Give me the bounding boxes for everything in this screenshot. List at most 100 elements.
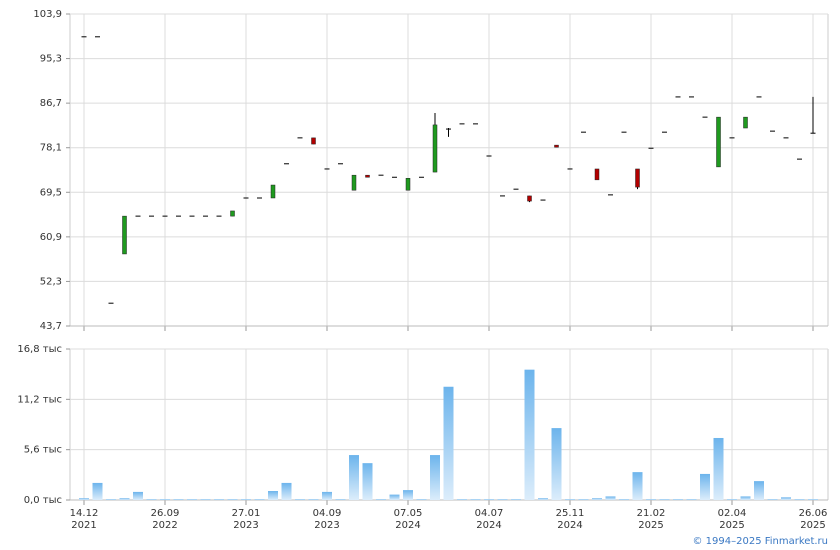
bar [754,481,764,500]
candle-body [716,116,721,168]
y-tick-label: 5,6 тыс [24,445,62,456]
x-tick-label: 04.09 [313,508,342,519]
candle-body [122,215,127,255]
bar [511,499,521,500]
bar [389,494,400,500]
x-tick-year: 2023 [314,520,339,531]
bar [119,498,130,500]
candle-body [432,124,438,173]
x-tick-year: 2025 [719,520,744,531]
candle-body [554,144,559,148]
x-tick-label: 04.07 [475,508,504,519]
bar [160,499,170,500]
bar [227,499,238,500]
x-tick-year: 2025 [638,520,663,531]
bar [497,499,508,500]
y-tick-label: 86,7 [40,98,62,109]
bar [700,473,710,500]
x-tick-year: 2024 [557,520,582,531]
x-tick-year: 2023 [233,520,258,531]
candle-body [365,174,370,178]
x-tick-label: 07.05 [394,508,423,519]
candle-body [743,116,748,129]
bar [268,491,278,500]
x-tick-year: 2025 [800,520,825,531]
candle-body [594,168,600,181]
x-tick-label: 14.12 [70,508,99,519]
bar [79,498,89,500]
bar [92,482,103,500]
bar [592,498,602,500]
bar [430,455,440,500]
bar [443,386,454,500]
bar [794,499,805,500]
bar [713,437,724,500]
candle-body [405,178,411,191]
bar [551,428,562,500]
bar [632,472,643,500]
candle-body [270,184,276,199]
bar [200,499,211,500]
bar [565,499,575,500]
y-tick-label: 103,9 [33,9,62,20]
bar [619,499,629,500]
bar [578,499,589,500]
x-tick-year: 2024 [395,520,420,531]
bar [767,499,778,500]
bar [538,498,548,500]
bar [335,499,346,500]
y-tick-label: 43,7 [40,321,62,332]
candle-body [635,168,640,188]
y-tick-label: 52,3 [40,276,62,287]
bar [646,499,656,500]
x-tick-label: 26.06 [799,508,828,519]
bar [686,499,697,500]
bar [727,499,737,500]
y-tick-label: 60,9 [40,232,62,243]
bar [295,499,305,500]
bar [214,499,224,500]
x-tick-label: 26.09 [151,508,180,519]
bar [457,499,467,500]
credit: © 1994–2025 Finmarket.ru [692,536,828,547]
y-tick-label: 16,8 тыс [17,344,62,355]
bar [673,499,683,500]
y-tick-label: 95,3 [40,54,62,65]
x-tick-label: 02.04 [718,508,747,519]
bar [187,499,197,500]
bar [106,499,116,500]
x-tick-label: 25.11 [556,508,585,519]
bar [362,463,373,500]
bar [281,482,292,500]
bar [308,499,319,500]
bar [403,490,413,500]
bar [470,499,481,500]
y-tick-label: 0,0 тыс [24,495,62,506]
candle-body [230,210,235,217]
candle-body [311,137,316,145]
bar [808,499,818,500]
bar [781,497,791,500]
y-tick-label: 11,2 тыс [17,394,62,405]
bar [376,499,386,500]
bar [605,496,616,500]
x-tick-label: 27.01 [232,508,261,519]
bar [146,499,157,500]
candle-body [527,195,532,202]
bar [659,499,670,500]
bar [322,491,332,500]
candle-body [351,174,357,191]
bar [484,499,494,500]
y-tick-label: 69,5 [40,187,62,198]
bar [416,499,427,500]
x-tick-year: 2021 [71,520,96,531]
x-tick-label: 21.02 [637,508,666,519]
bar [349,455,359,500]
bar [524,369,535,500]
bar [133,491,143,500]
bar [254,499,265,500]
y-tick-label: 78,1 [40,143,62,154]
bar [173,499,184,500]
bar [740,496,751,500]
